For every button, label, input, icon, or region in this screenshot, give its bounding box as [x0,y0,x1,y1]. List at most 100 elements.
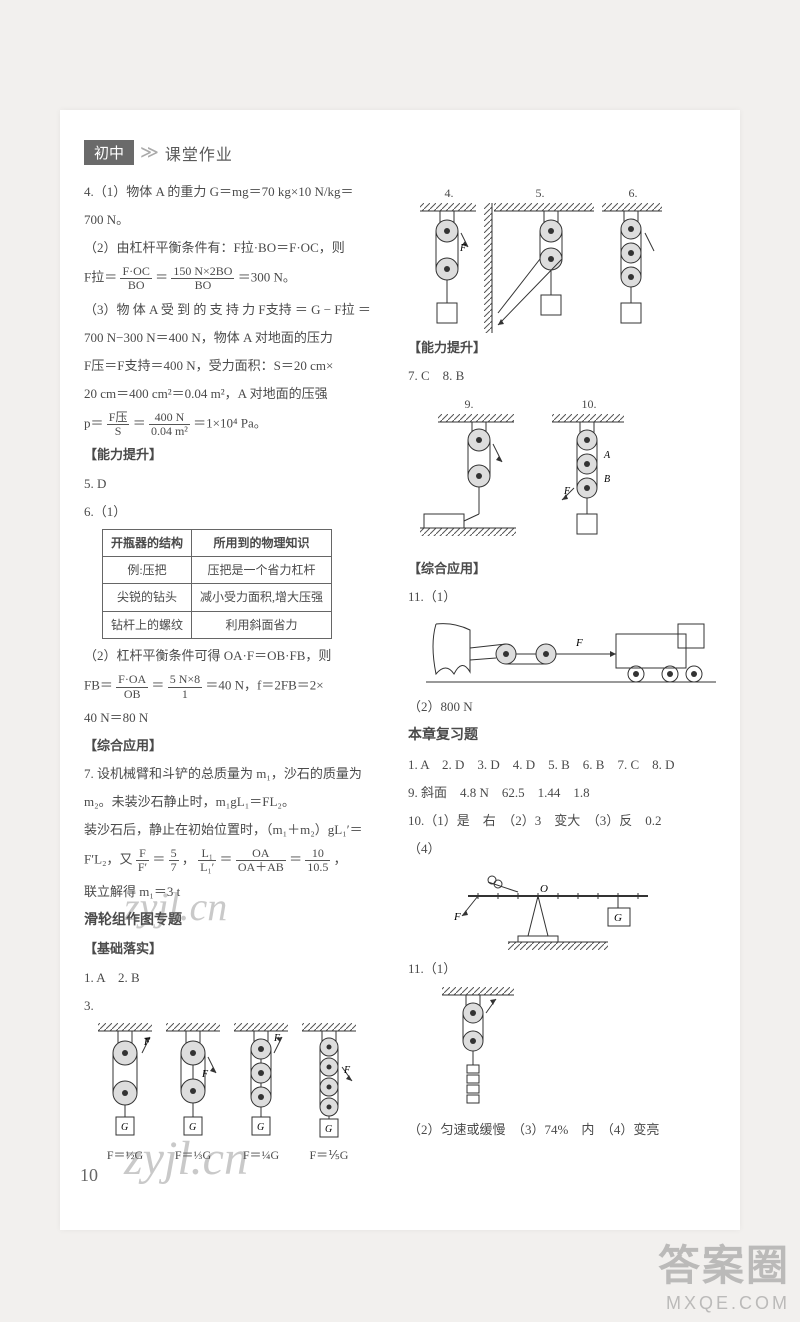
q7-l3: 装沙石后，静止在初始位置时，（m₁＋m₂）gL₁′＝ [84,819,390,841]
svg-text:B: B [604,474,610,485]
svg-text:F: F [343,1065,351,1076]
th1: 开瓶器的结构 [103,529,192,556]
q6-frac: FB＝ F·OAOB ＝ 5 N×81 ＝40 N，f＝2FB＝2× [84,673,390,700]
chevron-icon: ≫ [140,142,159,163]
q6-l2: 40 N＝80 N [84,707,390,729]
frac-icon: L₁L₁′ [198,847,216,874]
fig6: 6. [600,183,664,333]
q11b: 11.（1） [408,958,716,980]
r3c2: 利用斜面省力 [192,611,332,638]
corner-small: MXQE.COM [658,1293,790,1314]
q11-head: 11.（1） [408,586,716,608]
q4-line4: （3）物 体 A 受 到 的 支 持 力 F支持 ＝ G − F拉 ＝ [84,299,390,321]
frac-icon: OAOA＋AB [236,847,286,874]
pulley-label-a: F＝½G [94,1145,156,1165]
r1c1: 例:压把 [103,557,192,584]
pulley-label-b: F＝⅓G [162,1145,224,1165]
fig10: 10. A B F [548,394,628,554]
q4-line5: 700 N−300 N＝400 N，物体 A 对地面的压力 [84,327,390,349]
frac-icon: F压S [107,411,130,438]
pulley-icon: F G [94,1023,156,1143]
header-tag: 初中 [84,140,134,165]
fig9: 9. [418,394,518,554]
page: 初中 ≫ 课堂作业 4.（1）物体 A 的重力 G＝mg＝70 kg×10 N/… [60,110,740,1230]
mc-line1: 1. A 2. D 3. D 4. D 5. B 6. B 7. C 8. D [408,754,716,776]
q4-pressure: p＝ F压S ＝ 400 N0.04 m² ＝1×10⁴ Pa。 [84,411,390,438]
q4-line3: （2）由杠杆平衡条件有：F拉·BO＝F·OC，则 [84,237,390,259]
pulley-icon: F G [298,1023,360,1143]
svg-text:F: F [201,1069,209,1080]
sec-ability-right: 【能力提升】 [408,337,716,359]
pulley-icon: F G [162,1023,224,1143]
fig4: 4. F [418,183,478,333]
subtitle-pulley: 滑轮组作图专题 [84,909,390,933]
th2: 所用到的物理知识 [192,529,332,556]
q4-line6: F压＝F支持＝400 N，受力面积：S＝20 cm× [84,355,390,377]
pulley-row-456: 4. F 5. [418,183,716,333]
pulley-row-q3: F G F＝½G [94,1023,390,1165]
svg-text:F: F [143,1037,151,1048]
crane-lever-icon: O F G [448,866,668,956]
header-title: 课堂作业 [165,141,233,165]
corner-big: 答案圈 [658,1232,790,1293]
right-column: 4. F 5. [408,179,716,1169]
crane-f: F [453,911,461,923]
frac-icon: 400 N0.04 m² [149,411,190,438]
fig5-label: 5. [536,183,545,203]
r2c2: 减小受力面积,增大压强 [192,584,332,611]
pulley-icon: F [418,203,478,333]
q11-2: （2）800 N [408,696,716,718]
left-column: 4.（1）物体 A 的重力 G＝mg＝70 kg×10 N/kg＝ 700 N。… [84,179,390,1169]
fig9-label: 9. [465,394,474,414]
pulley-ab-icon: A B F [548,414,628,554]
q4-line2: 700 N。 [84,209,390,231]
q7-l2: m₂。未装沙石静止时，m₁gL₁＝FL₂。 [84,791,390,813]
q4-fla-pre: F拉＝ [84,270,117,285]
sec-comp-left: 【综合应用】 [84,735,390,757]
pulley-fig-d: F G F＝⅕G [298,1023,360,1165]
q4-line1: 4.（1）物体 A 的重力 G＝mg＝70 kg×10 N/kg＝ [84,181,390,203]
pulley-row-910: 9. [418,394,716,554]
q4-line7: 20 cm＝400 cm²＝0.04 m²，A 对地面的压强 [84,383,390,405]
corner-watermark: 答案圈 MXQE.COM [658,1232,790,1314]
q3-label: 3. [84,995,390,1017]
pulley-icon [600,203,664,333]
opener-table: 开瓶器的结构所用到的物理知识 例:压把压把是一个省力杠杆 尖锐的钻头减小受力面积… [102,529,332,640]
q9r: 9. 斜面 4.8 N 62.5 1.44 1.8 [408,782,716,804]
fig10-label: 10. [582,394,597,414]
sec-ability-left: 【能力提升】 [84,444,390,466]
q7-l1: 7. 设机械臂和斗铲的总质量为 m₁，沙石的质量为 [84,763,390,785]
pulley-fig-b: F G F＝⅓G [162,1023,224,1165]
crane-g: G [614,912,622,924]
fig4-label: 4. [445,183,454,203]
svg-text:G: G [257,1122,264,1133]
q10r: 10.（1）是 右 （2）3 变大 （3）反 0.2 [408,810,716,832]
frac-icon: FF′ [136,847,149,874]
q7-l5: 联立解得 m₁＝3 t [84,881,390,903]
pulley-fig-a: F G F＝½G [94,1023,156,1165]
truck-pulley-icon: F [426,614,716,694]
svg-text:A: A [603,450,611,461]
truck-f-label: F [575,637,583,649]
frac-icon: F·OAOB [116,673,148,700]
q6-l1: （2）杠杆平衡条件可得 OA·F＝OB·FB，则 [84,645,390,667]
q7-l4: F′L₂，又 FF′ ＝ 57 ， L₁L₁′ ＝ OAOA＋AB ＝ 1010… [84,847,390,874]
svg-text:F: F [459,243,467,254]
frac-icon: 150 N×2BOBO [171,265,234,292]
r2c1: 尖锐的钻头 [103,584,192,611]
crane-o: O [540,883,548,895]
svg-text:G: G [189,1122,196,1133]
q6-head: 6.（1） [84,501,390,523]
q5: 5. D [84,473,390,495]
svg-text:F: F [563,486,571,497]
sec-basic: 【基础落实】 [84,938,390,960]
pulley-fig-c: F G F＝¼G [230,1023,292,1165]
r3c1: 钻杆上的螺纹 [103,611,192,638]
frac-icon: 57 [169,847,179,874]
svg-text:G: G [325,1124,332,1135]
subtitle-chapter: 本章复习题 [408,724,716,748]
svg-text:G: G [121,1122,128,1133]
fig6-label: 6. [629,183,638,203]
pulley-chain-icon [438,987,518,1117]
q4-frac-line: F拉＝ F·OCBO ＝ 150 N×2BOBO ＝300 N。 [84,265,390,292]
